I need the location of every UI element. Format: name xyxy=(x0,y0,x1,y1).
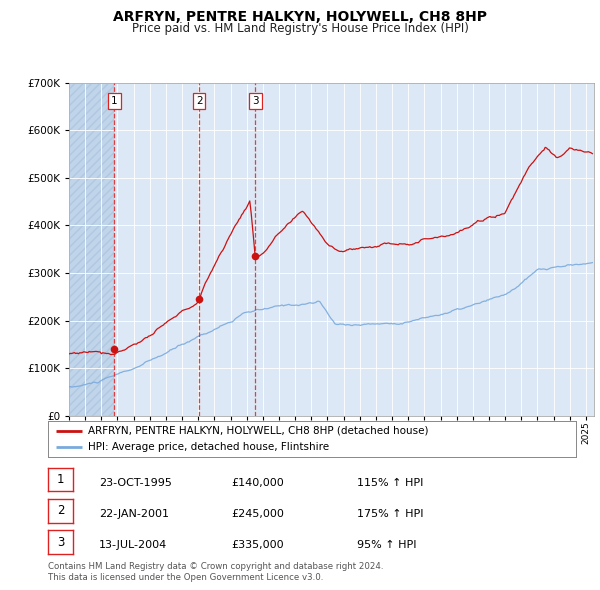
Text: £335,000: £335,000 xyxy=(231,540,284,550)
Text: 23-OCT-1995: 23-OCT-1995 xyxy=(99,477,172,487)
Text: 1: 1 xyxy=(111,96,118,106)
Text: ARFRYN, PENTRE HALKYN, HOLYWELL, CH8 8HP: ARFRYN, PENTRE HALKYN, HOLYWELL, CH8 8HP xyxy=(113,10,487,24)
Text: 1: 1 xyxy=(57,473,64,486)
Text: 3: 3 xyxy=(57,536,64,549)
Text: 175% ↑ HPI: 175% ↑ HPI xyxy=(357,509,424,519)
Text: 22-JAN-2001: 22-JAN-2001 xyxy=(99,509,169,519)
Text: 115% ↑ HPI: 115% ↑ HPI xyxy=(357,477,424,487)
Text: 2: 2 xyxy=(196,96,203,106)
Text: £245,000: £245,000 xyxy=(231,509,284,519)
Text: 13-JUL-2004: 13-JUL-2004 xyxy=(99,540,167,550)
Text: £140,000: £140,000 xyxy=(231,477,284,487)
Text: Price paid vs. HM Land Registry's House Price Index (HPI): Price paid vs. HM Land Registry's House … xyxy=(131,22,469,35)
Text: 95% ↑ HPI: 95% ↑ HPI xyxy=(357,540,416,550)
Text: 2: 2 xyxy=(57,504,64,517)
Text: Contains HM Land Registry data © Crown copyright and database right 2024.: Contains HM Land Registry data © Crown c… xyxy=(48,562,383,571)
Text: 3: 3 xyxy=(252,96,259,106)
Text: HPI: Average price, detached house, Flintshire: HPI: Average price, detached house, Flin… xyxy=(88,442,329,453)
Bar xyxy=(69,83,115,416)
Text: This data is licensed under the Open Government Licence v3.0.: This data is licensed under the Open Gov… xyxy=(48,573,323,582)
Text: ARFRYN, PENTRE HALKYN, HOLYWELL, CH8 8HP (detached house): ARFRYN, PENTRE HALKYN, HOLYWELL, CH8 8HP… xyxy=(88,425,428,435)
